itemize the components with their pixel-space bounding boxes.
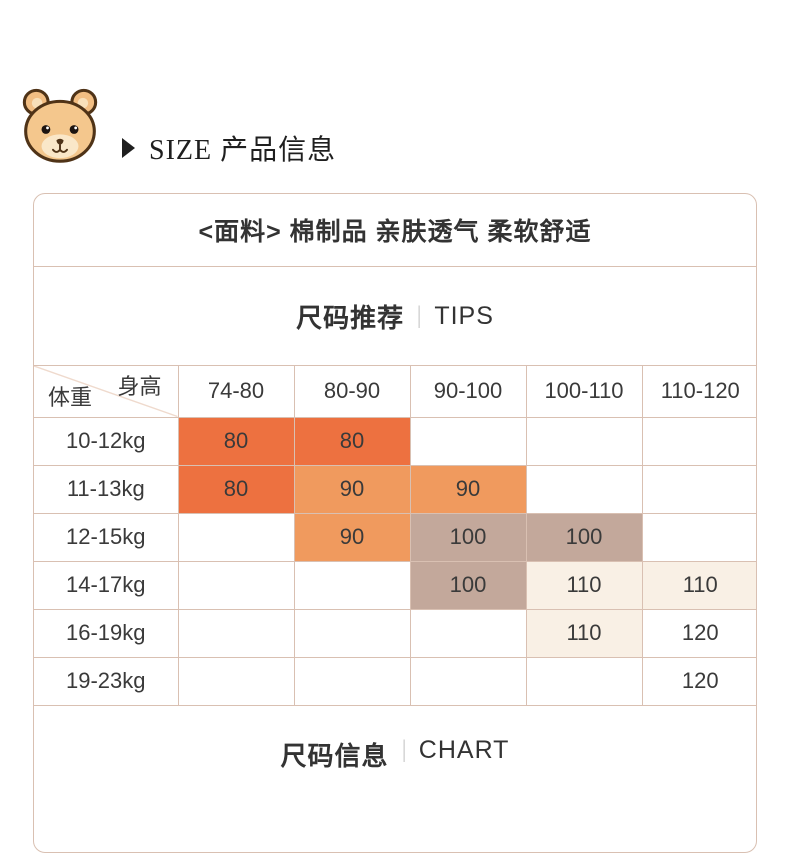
size-cell-11-13kg-74-80: 80 (178, 465, 295, 514)
height-column-header-4: 110-120 (642, 366, 756, 418)
empty-cell (294, 561, 411, 610)
weight-label: 16-19kg (34, 609, 179, 658)
size-cell-11-13kg-80-90: 90 (294, 465, 411, 514)
chart-divider: | (401, 735, 406, 763)
page-title: SIZE 产品信息 (149, 135, 337, 166)
height-column-header-3: 100-110 (526, 366, 643, 418)
table-row-14-17kg: 14-17kg 100 110 110 (34, 561, 756, 610)
size-cell-16-19kg-110-120: 120 (642, 609, 756, 658)
weight-label: 12-15kg (34, 513, 179, 562)
empty-cell (642, 513, 756, 562)
size-cell-12-15kg-100-110: 100 (526, 513, 643, 562)
empty-cell (526, 657, 643, 706)
size-cell-16-19kg-100-110: 110 (526, 609, 643, 658)
tips-divider: | (417, 302, 422, 329)
empty-cell (294, 657, 411, 706)
tips-title-en: TIPS (434, 301, 494, 330)
weight-label: 14-17kg (34, 561, 179, 610)
empty-cell (526, 465, 643, 514)
empty-cell (178, 657, 295, 706)
table-row-16-19kg: 16-19kg 110 120 (34, 609, 756, 658)
empty-cell (294, 609, 411, 658)
grid-body: 10-12kg 80 80 11-13kg 80 90 90 12-15kg 90 100 100 1… (34, 417, 756, 706)
size-cell-14-17kg-90-100: 100 (410, 561, 527, 610)
fabric-note: <面料> 棉制品 亲肤透气 柔软舒适 (34, 194, 756, 267)
empty-cell (642, 465, 756, 514)
size-cell-12-15kg-80-90: 90 (294, 513, 411, 562)
height-column-header-2: 90-100 (410, 366, 527, 418)
diagonal-line (34, 366, 178, 417)
height-column-header-1: 80-90 (294, 366, 411, 418)
empty-cell (410, 417, 527, 466)
corner-label-weight: 体重 (48, 384, 93, 410)
size-cell-11-13kg-90-100: 90 (410, 465, 527, 514)
chart-title-en: CHART (418, 735, 510, 764)
table-row-12-15kg: 12-15kg 90 100 100 (34, 513, 756, 562)
tips-title-cn: 尺码推荐 (296, 302, 405, 333)
size-cell-19-23kg-110-120: 120 (642, 657, 756, 706)
empty-cell (642, 417, 756, 466)
arrow-right-icon (122, 138, 135, 158)
grid-header-row: 身高 体重 74-80 80-90 90-100 100-110 110-120 (34, 366, 756, 418)
size-cell-14-17kg-110-120: 110 (642, 561, 756, 610)
table-row-11-13kg: 11-13kg 80 90 90 (34, 465, 756, 514)
height-column-header-0: 74-80 (178, 366, 295, 418)
weight-label: 10-12kg (34, 417, 179, 466)
size-tips-heading: 尺码推荐 | TIPS (34, 267, 756, 366)
weight-label: 11-13kg (34, 465, 179, 514)
chart-title-cn: 尺码信息 (280, 740, 389, 771)
empty-cell (178, 561, 295, 610)
size-cell-12-15kg-90-100: 100 (410, 513, 527, 562)
empty-cell (526, 417, 643, 466)
size-cell-14-17kg-100-110: 110 (526, 561, 643, 610)
bear-icon (22, 88, 98, 163)
table-row-10-12kg: 10-12kg 80 80 (34, 417, 756, 466)
table-row-19-23kg: 19-23kg 120 (34, 657, 756, 706)
size-cell-10-12kg-80-90: 80 (294, 417, 411, 466)
empty-cell (410, 657, 527, 706)
product-info-panel: <面料> 棉制品 亲肤透气 柔软舒适 尺码推荐 | TIPS 身高 体重 74-… (33, 193, 757, 853)
size-recommendation-table: 身高 体重 74-80 80-90 90-100 100-110 110-120 10-… (34, 366, 756, 706)
weight-label: 19-23kg (34, 657, 179, 706)
size-chart-heading: 尺码信息 | CHART (34, 706, 756, 853)
empty-cell (178, 609, 295, 658)
corner-label-height: 身高 (117, 374, 162, 399)
page-header: SIZE 产品信息 (122, 128, 336, 168)
corner-cell: 身高 体重 (34, 366, 179, 418)
empty-cell (178, 513, 295, 562)
empty-cell (410, 609, 527, 658)
size-cell-10-12kg-74-80: 80 (178, 417, 295, 466)
